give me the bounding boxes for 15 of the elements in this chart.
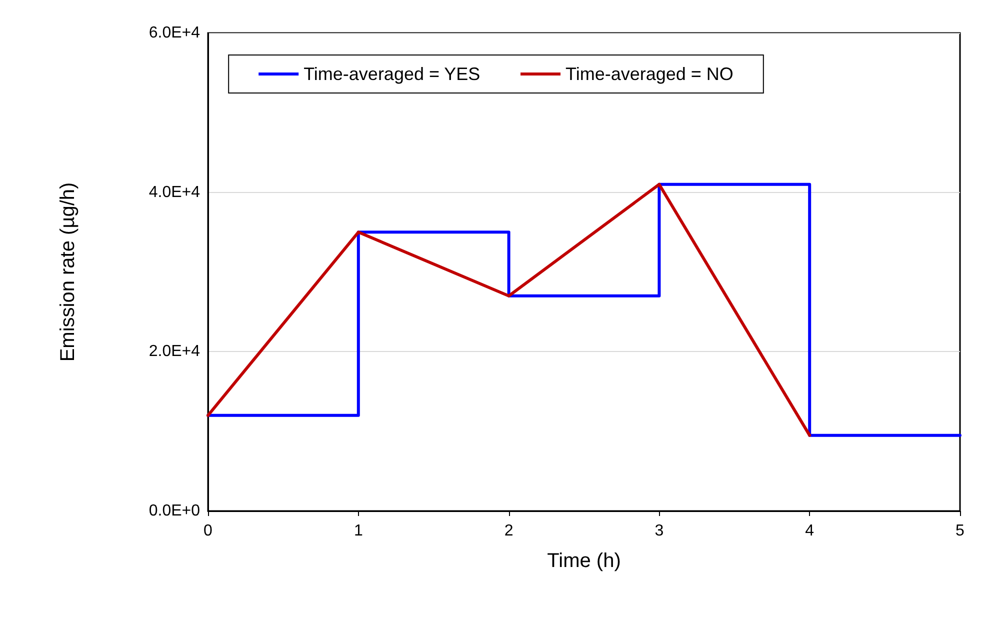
x-tick-label: 5 xyxy=(956,522,965,540)
x-tick-label: 4 xyxy=(805,522,814,540)
y-axis-title: Emission rate (µg/h) xyxy=(57,182,79,362)
y-tick-label: 4.0E+4 xyxy=(148,184,200,201)
x-axis-title: Time (h) xyxy=(547,550,621,572)
y-tick-label: 2.0E+4 xyxy=(148,343,200,360)
legend-label: Time-averaged = YES xyxy=(304,64,480,84)
x-tick-label: 1 xyxy=(354,522,363,540)
x-tick-label: 2 xyxy=(504,522,514,540)
line-series xyxy=(206,182,812,437)
y-tick-label: 0.0E+0 xyxy=(148,502,200,520)
x-tick-label: 3 xyxy=(654,522,664,540)
legend-label: Time-averaged = NO xyxy=(566,64,734,84)
y-tick-label: 6.0E+4 xyxy=(148,24,200,42)
x-tick-label: 0 xyxy=(204,522,213,540)
